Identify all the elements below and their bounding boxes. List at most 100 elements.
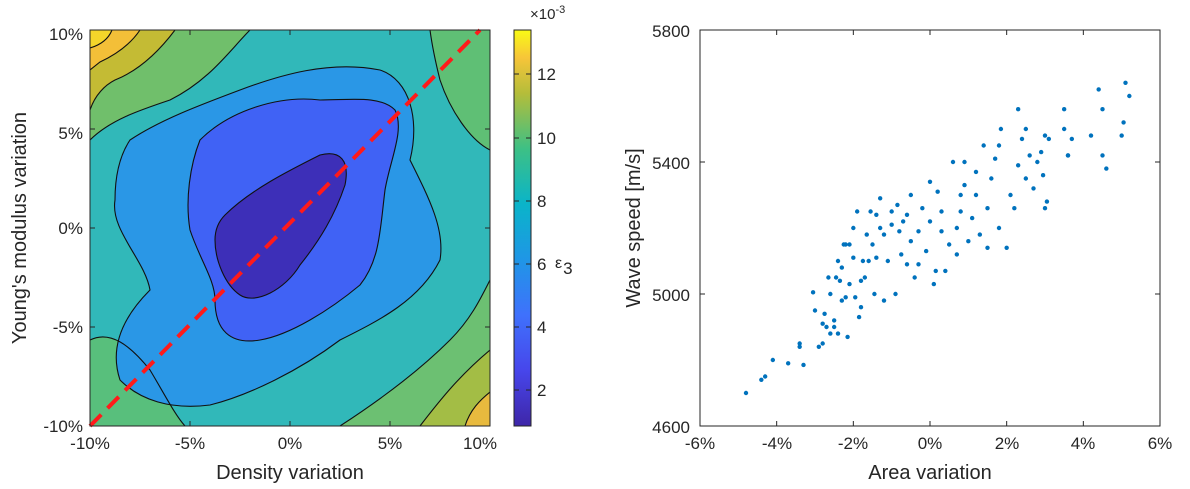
- scatter-point: [935, 189, 940, 194]
- scatter-point: [858, 305, 864, 310]
- scatter-point: [837, 278, 843, 283]
- colorbar-ticks: [514, 73, 531, 391]
- scatter-point: [946, 242, 952, 247]
- contour-line: [90, 336, 186, 426]
- colorbar-tick-labels: 12 10 8 6 4 2: [537, 65, 556, 400]
- scatter-point: [943, 268, 948, 274]
- scatter-point: [1027, 153, 1032, 158]
- scatter-point: [1046, 136, 1052, 142]
- scatter-point: [889, 222, 894, 227]
- scatter-point: [992, 156, 998, 161]
- scatter-point: [908, 192, 914, 198]
- scatter-point: [858, 278, 864, 283]
- x-tick-label: 2%: [995, 434, 1020, 453]
- scatter-point: [797, 341, 802, 346]
- contour-line: [464, 391, 490, 426]
- scatter-point: [981, 143, 986, 148]
- x-tick-label: 5%: [378, 434, 403, 453]
- scatter-point: [835, 258, 841, 264]
- scatter-point: [996, 225, 1002, 231]
- scatter-point: [831, 324, 837, 330]
- y-tick-label: -10%: [43, 417, 83, 436]
- scatter-point: [1061, 107, 1067, 112]
- contour-line: [90, 30, 113, 49]
- scatter-point: [985, 245, 990, 250]
- scatter-point: [860, 258, 866, 264]
- scatter-point: [1042, 133, 1048, 138]
- scatter-point: [877, 196, 883, 201]
- scatter-point: [843, 242, 848, 247]
- right-axis-ticks: [699, 29, 1161, 427]
- contour-level-0-2: [215, 153, 347, 299]
- scatter-point: [810, 290, 816, 295]
- scatter-point: [874, 255, 879, 260]
- contour-level-13: [90, 30, 112, 48]
- scatter-point: [881, 298, 887, 303]
- scatter-point: [866, 258, 871, 264]
- scatter-point: [877, 225, 883, 231]
- contour-line: [90, 30, 251, 141]
- scatter-point: [1023, 126, 1029, 132]
- scatter-point: [939, 229, 944, 234]
- contour-line: [114, 66, 442, 407]
- x-tick-label: 4%: [1071, 434, 1096, 453]
- scatter-point: [966, 239, 971, 244]
- x-tick-label: -2%: [838, 434, 868, 453]
- scatter-point: [839, 298, 845, 303]
- reference-dashed-line: [88, 28, 482, 428]
- scatter-point: [1119, 133, 1124, 138]
- scatter-point: [1023, 176, 1029, 181]
- scatter-point: [868, 209, 873, 214]
- colorbar: 12 10 8 6 4 2 ×10-3 ε3: [513, 4, 573, 427]
- left-y-tick-labels: 10% 5% 0% -5% -10%: [43, 25, 83, 436]
- x-tick-label: -4%: [762, 434, 792, 453]
- scatter-point: [899, 252, 904, 257]
- contour-line: [90, 30, 141, 71]
- scatter-point: [897, 229, 902, 234]
- scatter-point: [826, 275, 831, 280]
- scatter-point: [973, 192, 979, 198]
- contour-fills: [90, 30, 490, 426]
- scatter-point: [977, 232, 983, 237]
- scatter-point: [973, 169, 979, 175]
- contour-line: [214, 153, 347, 299]
- colorbar-exponent: ×10-3: [530, 4, 565, 23]
- scatter-point: [743, 390, 749, 396]
- scatter-point: [812, 308, 818, 313]
- scatter-point: [828, 291, 833, 297]
- x-tick-label: -10%: [70, 434, 110, 453]
- scatter-point: [1100, 153, 1105, 158]
- scatter-point: [916, 229, 921, 234]
- scatter-point: [759, 377, 764, 382]
- contour-bottom-right-2: [420, 350, 490, 426]
- scatter-point: [923, 248, 929, 254]
- scatter-point: [847, 281, 852, 287]
- colorbar-tick-label: 2: [537, 381, 546, 400]
- scatter-point: [1031, 186, 1036, 191]
- scatter-point: [931, 281, 937, 287]
- scatter-point: [822, 311, 827, 316]
- scatter-point: [816, 344, 822, 349]
- scatter-point: [854, 209, 860, 214]
- scatter-point: [958, 192, 963, 198]
- scatter-point: [1015, 163, 1021, 168]
- scatter-point: [927, 179, 933, 184]
- scatter-point: [1121, 120, 1126, 125]
- scatter-point: [1008, 192, 1013, 198]
- scatter-point: [824, 324, 829, 330]
- scatter-point: [843, 295, 848, 300]
- scatter-point: [1035, 159, 1040, 165]
- right-axes-box: [699, 29, 1161, 427]
- left-x-tick-labels: -10% -5% 0% 5% 10%: [70, 434, 497, 453]
- scatter-point: [908, 239, 914, 244]
- left-y-axis-label: Young's modulus variation: [9, 112, 31, 344]
- y-tick-label: 5800: [652, 22, 690, 41]
- scatter-point: [1104, 166, 1109, 171]
- scatter-plot: -6% -4% -2% 0% 2% 4% 6% 5800 5400 5000 4…: [623, 22, 1172, 484]
- contour-top-right: [430, 30, 490, 150]
- colorbar-tick-label: 8: [537, 192, 546, 211]
- scatter-point: [870, 242, 875, 247]
- scatter-point: [820, 341, 825, 346]
- scatter-point: [958, 209, 963, 214]
